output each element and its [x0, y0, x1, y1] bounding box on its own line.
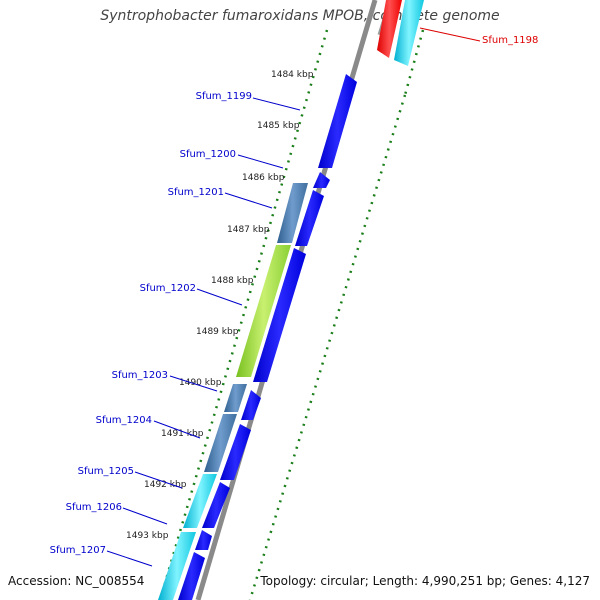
gene-sfum-1201-arrow[interactable]: [295, 190, 324, 246]
gene-label-sfum-1198[interactable]: Sfum_1198: [482, 35, 538, 46]
gene-label-sfum-1205[interactable]: Sfum_1205: [78, 466, 134, 477]
kbp-label-1486: 1486 kbp: [242, 173, 285, 183]
gene-sfum-1203-steelblue[interactable]: [224, 384, 247, 412]
gene-label-sfum-1199[interactable]: Sfum_1199: [196, 91, 252, 102]
kbp-label-1492: 1492 kbp: [144, 480, 187, 490]
tick-track-inner: [158, 29, 329, 600]
tick-track-outer: [248, 94, 407, 600]
gene-sfum-1201-steelblue[interactable]: [277, 183, 308, 243]
gene-label-sfum-1202[interactable]: Sfum_1202: [140, 283, 196, 294]
gene-sfum-1207-cyan[interactable]: [158, 532, 196, 600]
kbp-label-1493: 1493 kbp: [126, 531, 169, 541]
leader-line-sfum-1206: [122, 507, 168, 525]
gene-label-sfum-1203[interactable]: Sfum_1203: [112, 370, 168, 381]
gene-sfum-1202-arrow[interactable]: [253, 248, 306, 382]
tick-track-outer-top: [403, 29, 425, 96]
gene-sfum-1198-red[interactable]: [377, 0, 402, 58]
gene-sfum-1204-arrow[interactable]: [220, 424, 251, 480]
kbp-label-1485: 1485 kbp: [257, 121, 300, 131]
kbp-label-1490: 1490 kbp: [179, 378, 222, 388]
accession-label: Accession: NC_008554: [8, 574, 145, 588]
kbp-label-1491: 1491 kbp: [161, 429, 204, 439]
leader-line-sfum-1200: [237, 154, 284, 169]
leader-line-sfum-1198: [419, 27, 481, 42]
gene-sfum-1202-lime[interactable]: [236, 245, 291, 377]
kbp-label-1484: 1484 kbp: [271, 70, 314, 80]
gene-sfum-1205-cyan[interactable]: [183, 474, 217, 528]
leader-line-sfum-1201: [224, 192, 273, 209]
gene-label-sfum-1206[interactable]: Sfum_1206: [66, 502, 122, 513]
leader-line-sfum-1204: [153, 420, 201, 439]
gene-sfum-1206-arrow[interactable]: [195, 530, 212, 550]
leader-line-sfum-1203: [169, 375, 218, 392]
leader-line-sfum-1202: [196, 288, 243, 306]
kbp-label-1489: 1489 kbp: [196, 327, 239, 337]
gene-sfum-1204-steelblue[interactable]: [204, 414, 237, 472]
gene-label-sfum-1200[interactable]: Sfum_1200: [180, 149, 236, 160]
gene-sfum-1207-arrow[interactable]: [178, 552, 205, 600]
gene-sfum-1198-cyan[interactable]: [394, 0, 424, 66]
genome-title: Syntrophobacter fumaroxidans MPOB, compl…: [100, 8, 500, 24]
leader-line-sfum-1199: [252, 97, 301, 111]
genome-summary-label: Topology: circular; Length: 4,990,251 bp…: [260, 574, 590, 588]
gene-label-sfum-1207[interactable]: Sfum_1207: [50, 545, 106, 556]
kbp-label-1488: 1488 kbp: [211, 276, 254, 286]
kbp-label-1487: 1487 kbp: [227, 225, 270, 235]
gene-sfum-1200-arrow[interactable]: [313, 172, 330, 188]
gene-sfum-1203-arrow[interactable]: [241, 390, 261, 420]
gene-label-sfum-1204[interactable]: Sfum_1204: [96, 415, 152, 426]
gene-sfum-1199-arrow[interactable]: [318, 74, 357, 168]
leader-line-sfum-1205: [134, 471, 183, 489]
gene-sfum-1205-arrow[interactable]: [202, 482, 230, 528]
leader-line-sfum-1207: [106, 550, 153, 567]
gene-label-sfum-1201[interactable]: Sfum_1201: [168, 187, 224, 198]
